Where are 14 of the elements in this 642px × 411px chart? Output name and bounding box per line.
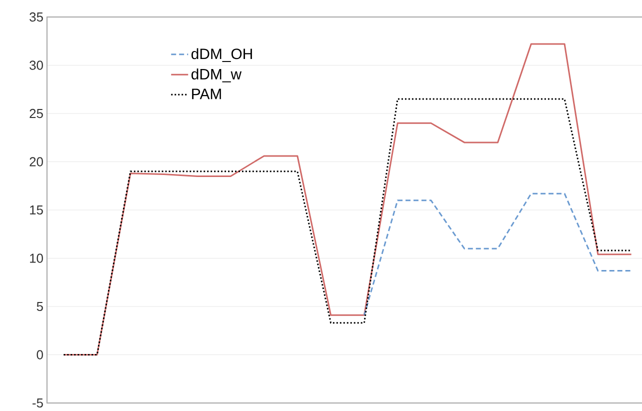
y-tick-label: 15 <box>30 205 43 215</box>
y-tick-label: 20 <box>30 157 43 166</box>
line-series <box>62 43 632 356</box>
line-series <box>363 192 632 316</box>
y-tick-label: 35 <box>30 12 43 22</box>
legend-label: PAM <box>192 88 221 100</box>
y-tick-label: 0 <box>36 350 43 360</box>
y-tick-label: 10 <box>30 254 43 263</box>
y-tick-label: 25 <box>30 108 43 118</box>
legend-label: dDM_w <box>192 68 242 82</box>
legend-label: dDM_OH <box>192 48 252 62</box>
y-tick-label: -5 <box>32 398 43 408</box>
y-tick-label: 30 <box>30 60 43 70</box>
y-tick-label: 5 <box>36 302 43 312</box>
